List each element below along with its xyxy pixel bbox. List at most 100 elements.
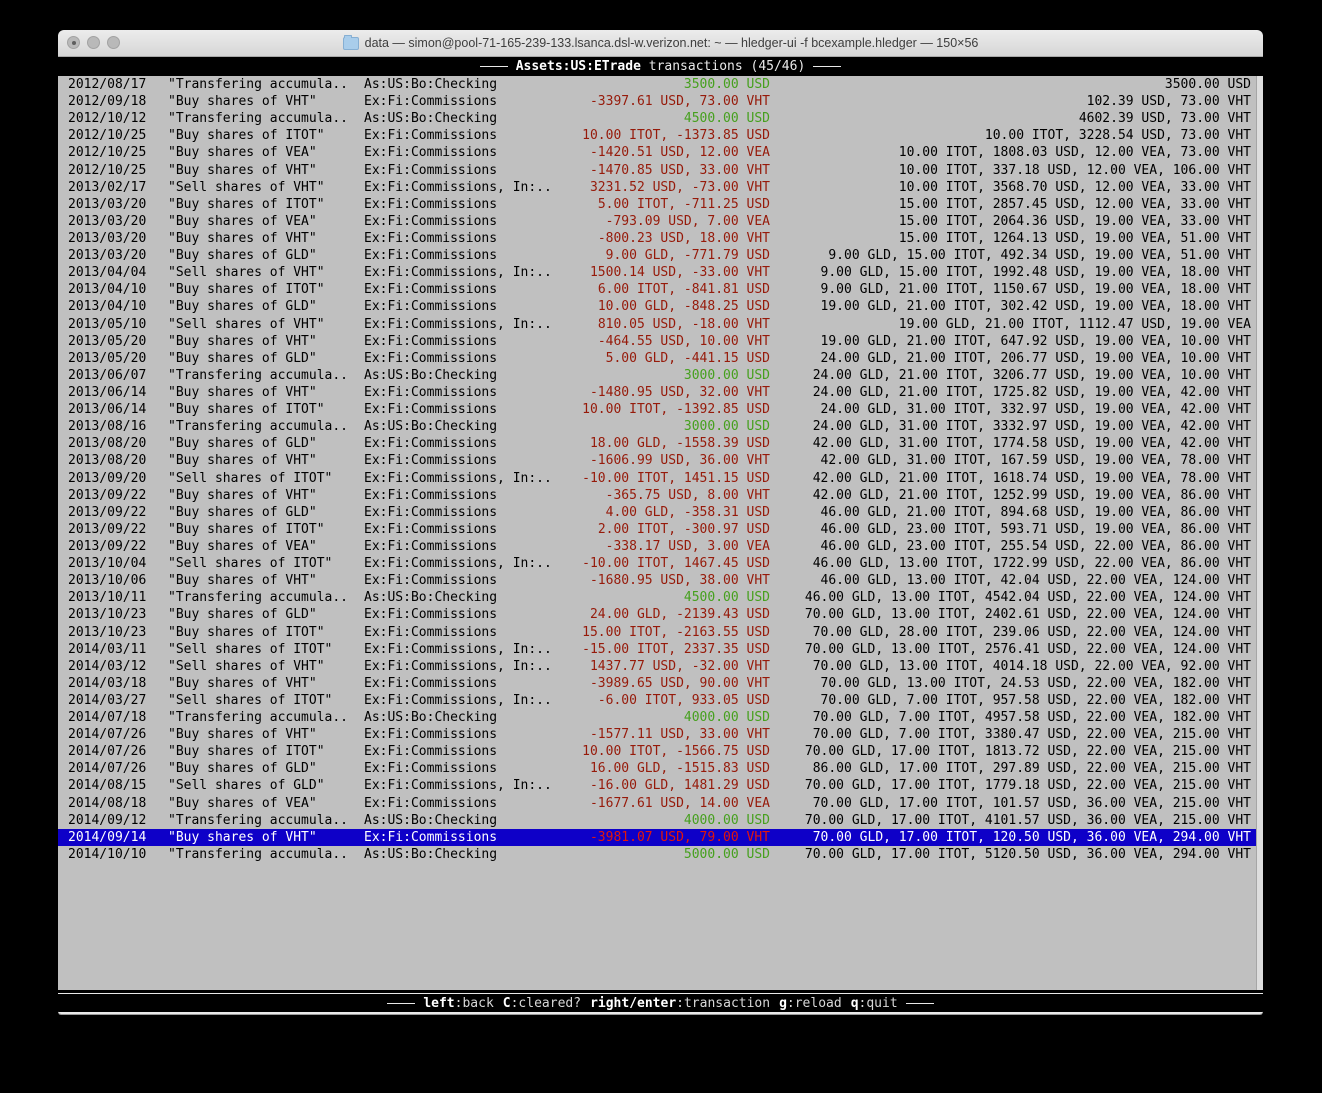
table-row[interactable]: 2014/08/18 "Buy shares of VEA" Ex:Fi:Com… [58,795,1263,812]
table-row[interactable]: 2013/09/20 "Sell shares of ITOT" Ex:Fi:C… [58,470,1263,487]
txn-date: 2013/09/22 [68,538,147,554]
txn-balance: 70.00 GLD, 7.00 ITOT, 4957.58 USD, 22.00… [812,710,1251,726]
txn-balance: 70.00 GLD, 17.00 ITOT, 5120.50 USD, 36.0… [804,846,1251,862]
table-row[interactable]: 2013/10/23 "Buy shares of GLD" Ex:Fi:Com… [58,606,1263,623]
txn-date: 2014/08/15 [68,778,147,794]
txn-amount: -10.00 ITOT, 1451.15 USD [582,470,770,486]
table-row[interactable]: 2013/08/20 "Buy shares of GLD" Ex:Fi:Com… [58,435,1263,452]
table-row[interactable]: 2014/08/15 "Sell shares of GLD" Ex:Fi:Co… [58,777,1263,794]
key-hint: g:reload [779,996,851,1011]
txn-amount: 5.00 GLD, -441.15 USD [605,350,770,366]
table-row[interactable]: 2014/07/26 "Buy shares of ITOT" Ex:Fi:Co… [58,743,1263,760]
txn-accounts: Ex:Fi:Commissions, In:.. [364,658,552,674]
key-hint-desc: :back [454,995,494,1011]
txn-description: "Buy shares of VEA" [168,795,317,811]
table-row[interactable]: 2013/06/07 "Transfering accumula.. As:US… [58,367,1263,384]
txn-date: 2014/08/18 [68,795,147,811]
table-row[interactable]: 2014/07/18 "Transfering accumula.. As:US… [58,709,1263,726]
txn-amount: -3981.07 USD, 79.00 VHT [589,829,770,845]
key-hint-desc: :cleared? [510,995,582,1011]
txn-amount: 24.00 GLD, -2139.43 USD [589,607,770,623]
txn-amount: -10.00 ITOT, 1467.45 USD [582,556,770,572]
table-row[interactable]: 2012/08/17 "Transfering accumula.. As:US… [58,76,1263,93]
txn-accounts: Ex:Fi:Commissions, In:.. [364,265,552,281]
txn-description: "Buy shares of GLD" [168,607,317,623]
table-row[interactable]: 2014/09/12 "Transfering accumula.. As:US… [58,812,1263,829]
table-row[interactable]: 2013/05/10 "Sell shares of VHT" Ex:Fi:Co… [58,316,1263,333]
txn-balance: 70.00 GLD, 17.00 ITOT, 120.50 USD, 36.00… [812,829,1251,845]
txn-date: 2013/05/20 [68,333,147,349]
table-row[interactable]: 2013/05/20 "Buy shares of VHT" Ex:Fi:Com… [58,333,1263,350]
table-row[interactable]: 2013/09/22 "Buy shares of VHT" Ex:Fi:Com… [58,487,1263,504]
txn-date: 2014/07/26 [68,744,147,760]
table-row[interactable]: 2012/10/12 "Transfering accumula.. As:US… [58,110,1263,127]
table-row[interactable]: 2013/09/22 "Buy shares of GLD" Ex:Fi:Com… [58,504,1263,521]
table-row[interactable]: 2014/09/14 "Buy shares of VHT" Ex:Fi:Com… [58,828,1263,846]
table-row[interactable]: 2014/07/26 "Buy shares of GLD" Ex:Fi:Com… [58,760,1263,777]
window-titlebar[interactable]: data — simon@pool-71-165-239-133.lsanca.… [58,30,1263,57]
txn-description: "Buy shares of GLD" [168,761,317,777]
table-row[interactable]: 2013/04/04 "Sell shares of VHT" Ex:Fi:Co… [58,264,1263,281]
txn-amount: 1500.14 USD, -33.00 VHT [589,265,770,281]
key-hint-key: left [423,995,455,1011]
table-row[interactable]: 2012/10/25 "Buy shares of VEA" Ex:Fi:Com… [58,144,1263,161]
table-row[interactable]: 2014/03/11 "Sell shares of ITOT" Ex:Fi:C… [58,641,1263,658]
txn-balance: 46.00 GLD, 13.00 ITOT, 42.04 USD, 22.00 … [820,573,1251,589]
txn-balance: 4602.39 USD, 73.00 VHT [1078,111,1251,127]
close-button[interactable] [67,36,80,49]
txn-date: 2013/03/20 [68,248,147,264]
table-row[interactable]: 2013/03/20 "Buy shares of VEA" Ex:Fi:Com… [58,213,1263,230]
txn-description: "Transfering accumula.. [168,77,349,92]
txn-accounts: Ex:Fi:Commissions, In:.. [364,641,552,657]
txn-accounts: Ex:Fi:Commissions [364,402,498,418]
minimize-button[interactable] [87,36,100,49]
table-row[interactable]: 2013/09/22 "Buy shares of VEA" Ex:Fi:Com… [58,538,1263,555]
table-row[interactable]: 2013/03/20 "Buy shares of GLD" Ex:Fi:Com… [58,247,1263,264]
txn-balance: 19.00 GLD, 21.00 ITOT, 647.92 USD, 19.00… [820,333,1251,349]
table-row[interactable]: 2013/10/04 "Sell shares of ITOT" Ex:Fi:C… [58,555,1263,572]
table-row[interactable]: 2013/04/10 "Buy shares of ITOT" Ex:Fi:Co… [58,281,1263,298]
zoom-button[interactable] [107,36,120,49]
table-row[interactable]: 2014/07/26 "Buy shares of VHT" Ex:Fi:Com… [58,726,1263,743]
txn-balance: 70.00 GLD, 7.00 ITOT, 957.58 USD, 22.00 … [820,692,1251,708]
table-row[interactable]: 2013/06/14 "Buy shares of ITOT" Ex:Fi:Co… [58,401,1263,418]
txn-accounts: Ex:Fi:Commissions, In:.. [364,692,552,708]
txn-balance: 24.00 GLD, 21.00 ITOT, 3206.77 USD, 19.0… [812,367,1251,383]
txn-date: 2014/07/26 [68,761,147,777]
txn-description: "Buy shares of VHT" [168,384,317,400]
txn-amount: 18.00 GLD, -1558.39 USD [589,436,770,452]
key-hint-desc: :quit [858,995,898,1011]
table-row[interactable]: 2014/10/10 "Transfering accumula.. As:US… [58,846,1263,863]
table-row[interactable]: 2013/08/20 "Buy shares of VHT" Ex:Fi:Com… [58,452,1263,469]
table-row[interactable]: 2012/09/18 "Buy shares of VHT" Ex:Fi:Com… [58,93,1263,110]
txn-date: 2013/06/07 [68,367,147,383]
table-row[interactable]: 2013/03/20 "Buy shares of VHT" Ex:Fi:Com… [58,230,1263,247]
table-row[interactable]: 2013/10/11 "Transfering accumula.. As:US… [58,589,1263,606]
table-row[interactable]: 2014/03/18 "Buy shares of VHT" Ex:Fi:Com… [58,675,1263,692]
table-row[interactable]: 2013/10/06 "Buy shares of VHT" Ex:Fi:Com… [58,572,1263,589]
txn-accounts: Ex:Fi:Commissions [364,299,498,315]
table-row[interactable]: 2013/10/23 "Buy shares of ITOT" Ex:Fi:Co… [58,624,1263,641]
scrollbar[interactable] [1256,76,1263,990]
table-row[interactable]: 2013/03/20 "Buy shares of ITOT" Ex:Fi:Co… [58,196,1263,213]
txn-amount: -800.23 USD, 18.00 VHT [597,230,770,246]
table-row[interactable]: 2014/03/12 "Sell shares of VHT" Ex:Fi:Co… [58,658,1263,675]
txn-description: "Transfering accumula.. [168,846,349,862]
txn-accounts: Ex:Fi:Commissions [364,196,498,212]
table-row[interactable]: 2012/10/25 "Buy shares of VHT" Ex:Fi:Com… [58,162,1263,179]
table-row[interactable]: 2013/05/20 "Buy shares of GLD" Ex:Fi:Com… [58,350,1263,367]
table-row[interactable]: 2013/09/22 "Buy shares of ITOT" Ex:Fi:Co… [58,521,1263,538]
txn-balance: 70.00 GLD, 13.00 ITOT, 2402.61 USD, 22.0… [804,607,1251,623]
txn-balance: 24.00 GLD, 21.00 ITOT, 1725.82 USD, 19.0… [812,384,1251,400]
txn-amount: 4000.00 USD [683,710,770,726]
txn-description: "Transfering accumula.. [168,111,349,127]
txn-accounts: Ex:Fi:Commissions [364,744,498,760]
table-row[interactable]: 2012/10/25 "Buy shares of ITOT" Ex:Fi:Co… [58,127,1263,144]
txn-accounts: As:US:Bo:Checking [364,812,498,828]
table-row[interactable]: 2013/04/10 "Buy shares of GLD" Ex:Fi:Com… [58,298,1263,315]
table-row[interactable]: 2013/08/16 "Transfering accumula.. As:US… [58,418,1263,435]
table-row[interactable]: 2014/03/27 "Sell shares of ITOT" Ex:Fi:C… [58,692,1263,709]
key-hint: q:quit [851,996,898,1011]
table-row[interactable]: 2013/06/14 "Buy shares of VHT" Ex:Fi:Com… [58,384,1263,401]
table-row[interactable]: 2013/02/17 "Sell shares of VHT" Ex:Fi:Co… [58,179,1263,196]
